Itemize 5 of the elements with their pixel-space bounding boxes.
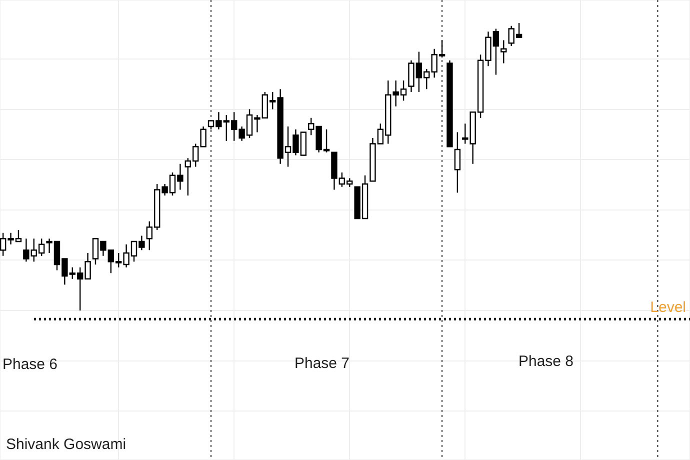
text: Phase 7 <box>294 355 350 372</box>
text: Shivank Goswami <box>6 436 126 453</box>
text: Phase 6 <box>2 356 58 373</box>
text: Phase 8 <box>518 353 574 370</box>
ref-line-label: Level <box>650 298 686 316</box>
